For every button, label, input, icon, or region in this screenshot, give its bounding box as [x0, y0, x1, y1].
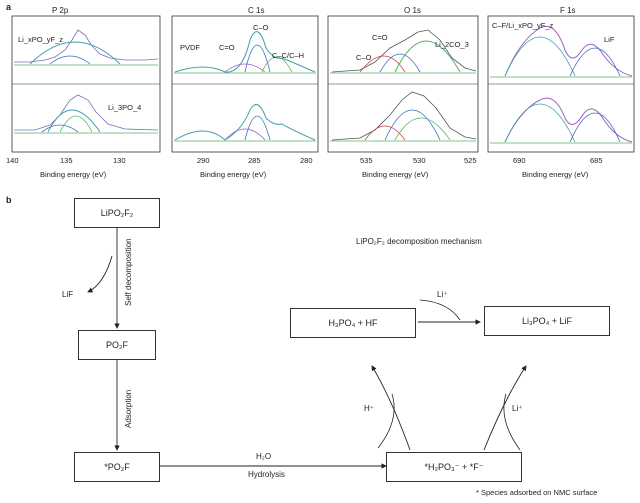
- label-h2o: H₂O: [256, 452, 272, 461]
- fit-curve: [174, 104, 316, 141]
- box-label: H₃PO₄ + HF: [328, 318, 378, 328]
- component-curve: [504, 36, 576, 77]
- box-h2po3-f: *H₂PO₃⁻ + *F⁻: [386, 452, 522, 482]
- raw-curve: [14, 94, 159, 131]
- component-curve: [504, 103, 576, 143]
- tick-label: 685: [590, 156, 603, 165]
- peak-label: C=O: [219, 43, 235, 52]
- fit-curve: [174, 31, 316, 73]
- label-hydrolysis: Hydrolysis: [248, 470, 285, 479]
- tick-label: 535: [360, 156, 373, 165]
- component-curve: [364, 125, 406, 141]
- component-curve: [244, 115, 271, 141]
- tick-label: 525: [464, 156, 477, 165]
- spectrum-p2p: P 2p Li_xPO_yF_z Li_3PO_4 140 135 130 Bi…: [6, 6, 161, 179]
- component-curve: [261, 56, 293, 73]
- curve-li-top: [419, 299, 461, 321]
- label-self-decomposition: Self decomposition: [124, 238, 133, 306]
- panel-a-label: a: [6, 2, 12, 12]
- tick-label: 130: [113, 156, 126, 165]
- peak-label: PVDF: [180, 43, 200, 52]
- tick-label: 690: [513, 156, 526, 165]
- tick-label: 290: [197, 156, 210, 165]
- fit-curve: [29, 41, 121, 65]
- curve-li-right: [503, 393, 521, 451]
- raw-curve: [331, 29, 477, 73]
- footnote: * Species adsorbed on NMC surface: [476, 488, 598, 497]
- box-lipo2f2: LiPO₂F₂: [74, 198, 160, 228]
- box-po2f-adsorbed: *PO₂F: [74, 452, 160, 482]
- raw-curve: [14, 29, 159, 63]
- tick-label: 135: [60, 156, 73, 165]
- peak-label: Li_2CO_3: [435, 40, 469, 49]
- raw-curve: [331, 91, 477, 141]
- box-label: *H₂PO₃⁻ + *F⁻: [424, 461, 484, 472]
- x-axis-label: Binding energy (eV): [362, 170, 429, 179]
- box-label: LiPO₂F₂: [100, 208, 134, 218]
- component-curve: [379, 53, 421, 73]
- fit-curve: [504, 25, 633, 77]
- component-curve: [224, 63, 266, 73]
- component-curve: [394, 117, 451, 141]
- spectrum-title: F 1s: [560, 6, 576, 15]
- label-lif: LiF: [62, 290, 74, 299]
- tick-label: 140: [6, 156, 19, 165]
- box-li3po4-lif: Li₃PO₄ + LiF: [484, 306, 610, 336]
- peak-label: Li_xPO_yF_z: [18, 35, 63, 44]
- panel-b-label: b: [6, 195, 12, 205]
- component-curve: [49, 55, 91, 65]
- x-axis-label: Binding energy (eV): [200, 170, 267, 179]
- spectrum-o1s: O 1s C=O C–O Li_2CO_3 535 530 525 Bindin…: [327, 6, 479, 179]
- component-curve: [224, 128, 266, 141]
- box-h3po4-hf: H₃PO₄ + HF: [290, 308, 416, 338]
- tick-label: 530: [413, 156, 426, 165]
- peak-label: C–O: [253, 23, 269, 32]
- component-curve: [569, 112, 621, 143]
- label-h-plus: H⁺: [364, 404, 374, 413]
- component-curve: [384, 109, 441, 141]
- fit-curve: [504, 97, 633, 143]
- arrow-lif-branch: [87, 255, 113, 293]
- tick-label: 285: [248, 156, 261, 165]
- component-curve: [569, 47, 621, 77]
- component-curve: [41, 124, 79, 133]
- xps-panel: a P 2p Li_xPO_yF_z Li_3PO_4 140 135 130 …: [6, 2, 635, 179]
- peak-label: C–F/Li_xPO_yF_z: [492, 21, 554, 30]
- component-curve: [359, 55, 406, 73]
- box-po2f: PO₂F: [78, 330, 156, 360]
- box-label: PO₂F: [106, 340, 128, 350]
- label-adsorption: Adsorption: [124, 389, 133, 428]
- label-li-plus-top: Li⁺: [437, 290, 448, 299]
- fit-curve: [47, 109, 101, 133]
- x-axis-label: Binding energy (eV): [522, 170, 589, 179]
- box-label: *PO₂F: [104, 462, 130, 472]
- spectrum-title: P 2p: [52, 6, 69, 15]
- tick-label: 280: [300, 156, 313, 165]
- label-li-plus-right: Li⁺: [512, 404, 523, 413]
- component-curve: [394, 40, 461, 73]
- peak-label: Li_3PO_4: [108, 103, 141, 112]
- spectrum-title: O 1s: [404, 6, 421, 15]
- peak-label: LiF: [604, 35, 615, 44]
- spectrum-f1s: F 1s C–F/Li_xPO_yF_z LiF 690 685 Binding…: [487, 6, 635, 179]
- box-label: Li₃PO₄ + LiF: [521, 316, 573, 326]
- curve-h-plus: [377, 393, 395, 449]
- peak-label: C–C/C–H: [272, 51, 304, 60]
- x-axis-label: Binding energy (eV): [40, 170, 107, 179]
- peak-label: C–O: [356, 53, 372, 62]
- mechanism-title: LiPO₂F₂ decomposition mechanism: [356, 237, 482, 246]
- arrow-protonation: [371, 365, 411, 451]
- peak-label: C=O: [372, 33, 388, 42]
- spectrum-c1s: C 1s PVDF C=O C–O C–C/C–H 290 285 280 Bi…: [171, 6, 319, 179]
- spectrum-title: C 1s: [248, 6, 264, 15]
- component-curve: [59, 115, 93, 133]
